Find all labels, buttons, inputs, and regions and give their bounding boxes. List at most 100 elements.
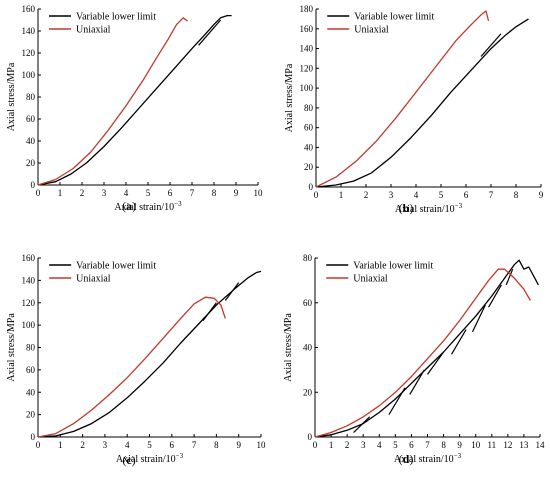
x-tick-label: 6: [409, 440, 414, 450]
x-tick-label: 10: [257, 440, 267, 450]
series-line-variable-lower-limit: [315, 18, 529, 188]
unloading-segment: [353, 416, 371, 433]
y-tick-label: 80: [304, 103, 314, 113]
x-tick-label: 7: [489, 190, 494, 200]
series-line-uniaxial: [37, 296, 226, 438]
legend-label: Uniaxial: [76, 25, 111, 36]
x-axis-title-exponent: −3: [454, 452, 462, 460]
y-tick-label: 60: [26, 114, 36, 124]
x-tick-label: 9: [539, 190, 544, 200]
unloading-segment: [224, 282, 240, 301]
x-axis-title-exponent: −3: [455, 202, 463, 210]
x-tick-label: 14: [536, 440, 546, 450]
y-tick-label: 100: [22, 320, 36, 330]
x-tick-label: 8: [514, 190, 519, 200]
x-tick-label: 12: [503, 440, 512, 450]
y-tick-label: 0: [31, 432, 36, 442]
x-tick-label: 11: [487, 440, 496, 450]
x-axis-title: Axial strain/10−3: [395, 202, 463, 215]
unloading-segment: [409, 369, 425, 395]
y-axis-title: Axial stress/MPa: [6, 62, 17, 131]
y-tick-label: 40: [303, 343, 313, 353]
series-line-uniaxial: [315, 10, 490, 188]
unloading-segment: [505, 268, 514, 286]
x-tick-label: 3: [361, 440, 366, 450]
x-tick-label: 1: [58, 440, 63, 450]
chart-panel-b: 0 1 2 3 4 5 6 7 8 9 0 20 40 60 80 100 120 140 160 180 Axial …: [284, 4, 544, 215]
y-tick-label: 40: [304, 142, 314, 152]
y-tick-label: 180: [300, 4, 314, 14]
x-tick-label: 9: [234, 188, 239, 198]
x-tick-label: 6: [168, 188, 173, 198]
x-tick-label: 7: [192, 440, 197, 450]
y-tick-label: 120: [300, 63, 314, 73]
legend-label: Variable lower limit: [76, 12, 156, 23]
legend-label: Uniaxial: [76, 274, 111, 285]
series-line-variable-lower-limit: [314, 259, 539, 438]
unloading-segment: [427, 351, 445, 375]
y-tick-label: 80: [303, 253, 313, 263]
y-tick-label: 40: [26, 387, 36, 397]
x-tick-label: 5: [393, 440, 398, 450]
x-tick-label: 10: [254, 188, 264, 198]
x-tick-label: 10: [471, 440, 481, 450]
panel-label: (a): [122, 199, 136, 213]
x-tick-label: 7: [190, 188, 195, 198]
y-axis-title: Axial stress/MPa: [283, 313, 294, 382]
y-tick-label: 120: [22, 298, 36, 308]
x-tick-label: 5: [146, 188, 151, 198]
y-tick-label: 80: [26, 92, 36, 102]
legend-label: Uniaxial: [353, 274, 388, 285]
y-tick-label: 60: [304, 123, 314, 133]
x-tick-label: 8: [441, 440, 446, 450]
panel-label: (c): [122, 453, 135, 467]
y-tick-label: 20: [304, 162, 314, 172]
x-tick-label: 3: [102, 188, 107, 198]
x-tick-label: 1: [339, 190, 344, 200]
x-tick-label: 5: [147, 440, 152, 450]
series-line-uniaxial: [314, 268, 531, 438]
unloading-segment: [202, 302, 217, 322]
x-tick-label: 3: [389, 190, 394, 200]
x-tick-label: 4: [377, 440, 382, 450]
unloading-segment: [471, 304, 486, 333]
x-axis-title: Axial strain/10−3: [116, 452, 184, 465]
y-tick-label: 80: [26, 343, 36, 353]
x-tick-label: 0: [36, 188, 41, 198]
x-axis-title-exponent: −3: [176, 452, 184, 460]
x-tick-label: 13: [519, 440, 529, 450]
x-tick-label: 0: [314, 190, 319, 200]
y-tick-label: 20: [26, 158, 36, 168]
y-tick-label: 20: [26, 410, 36, 420]
x-tick-label: 3: [103, 440, 108, 450]
y-tick-label: 100: [22, 70, 36, 80]
x-tick-label: 6: [464, 190, 469, 200]
y-tick-label: 60: [26, 365, 36, 375]
legend-label: Variable lower limit: [354, 12, 434, 23]
y-tick-label: 60: [303, 298, 313, 308]
x-tick-label: 4: [125, 440, 130, 450]
y-tick-label: 160: [22, 253, 36, 263]
y-tick-label: 0: [31, 180, 36, 190]
y-tick-label: 0: [308, 432, 313, 442]
x-tick-label: 9: [236, 440, 241, 450]
x-tick-label: 7: [425, 440, 430, 450]
x-tick-label: 2: [364, 190, 369, 200]
x-tick-label: 8: [212, 188, 217, 198]
x-axis-title: Axial strain/10−3: [394, 452, 462, 465]
x-tick-label: 1: [58, 188, 63, 198]
y-tick-label: 100: [300, 83, 314, 93]
legend-label: Variable lower limit: [76, 261, 156, 272]
panel-label: (d): [399, 452, 414, 466]
series-line-variable-lower-limit: [37, 14, 232, 186]
x-axis-title: Axial strain/10−3: [114, 200, 182, 213]
y-tick-label: 120: [22, 48, 36, 58]
y-tick-label: 160: [300, 24, 314, 34]
unloading-segment: [480, 33, 502, 57]
x-tick-label: 1: [329, 440, 334, 450]
legend-label: Uniaxial: [354, 25, 389, 36]
x-tick-label: 2: [80, 188, 85, 198]
